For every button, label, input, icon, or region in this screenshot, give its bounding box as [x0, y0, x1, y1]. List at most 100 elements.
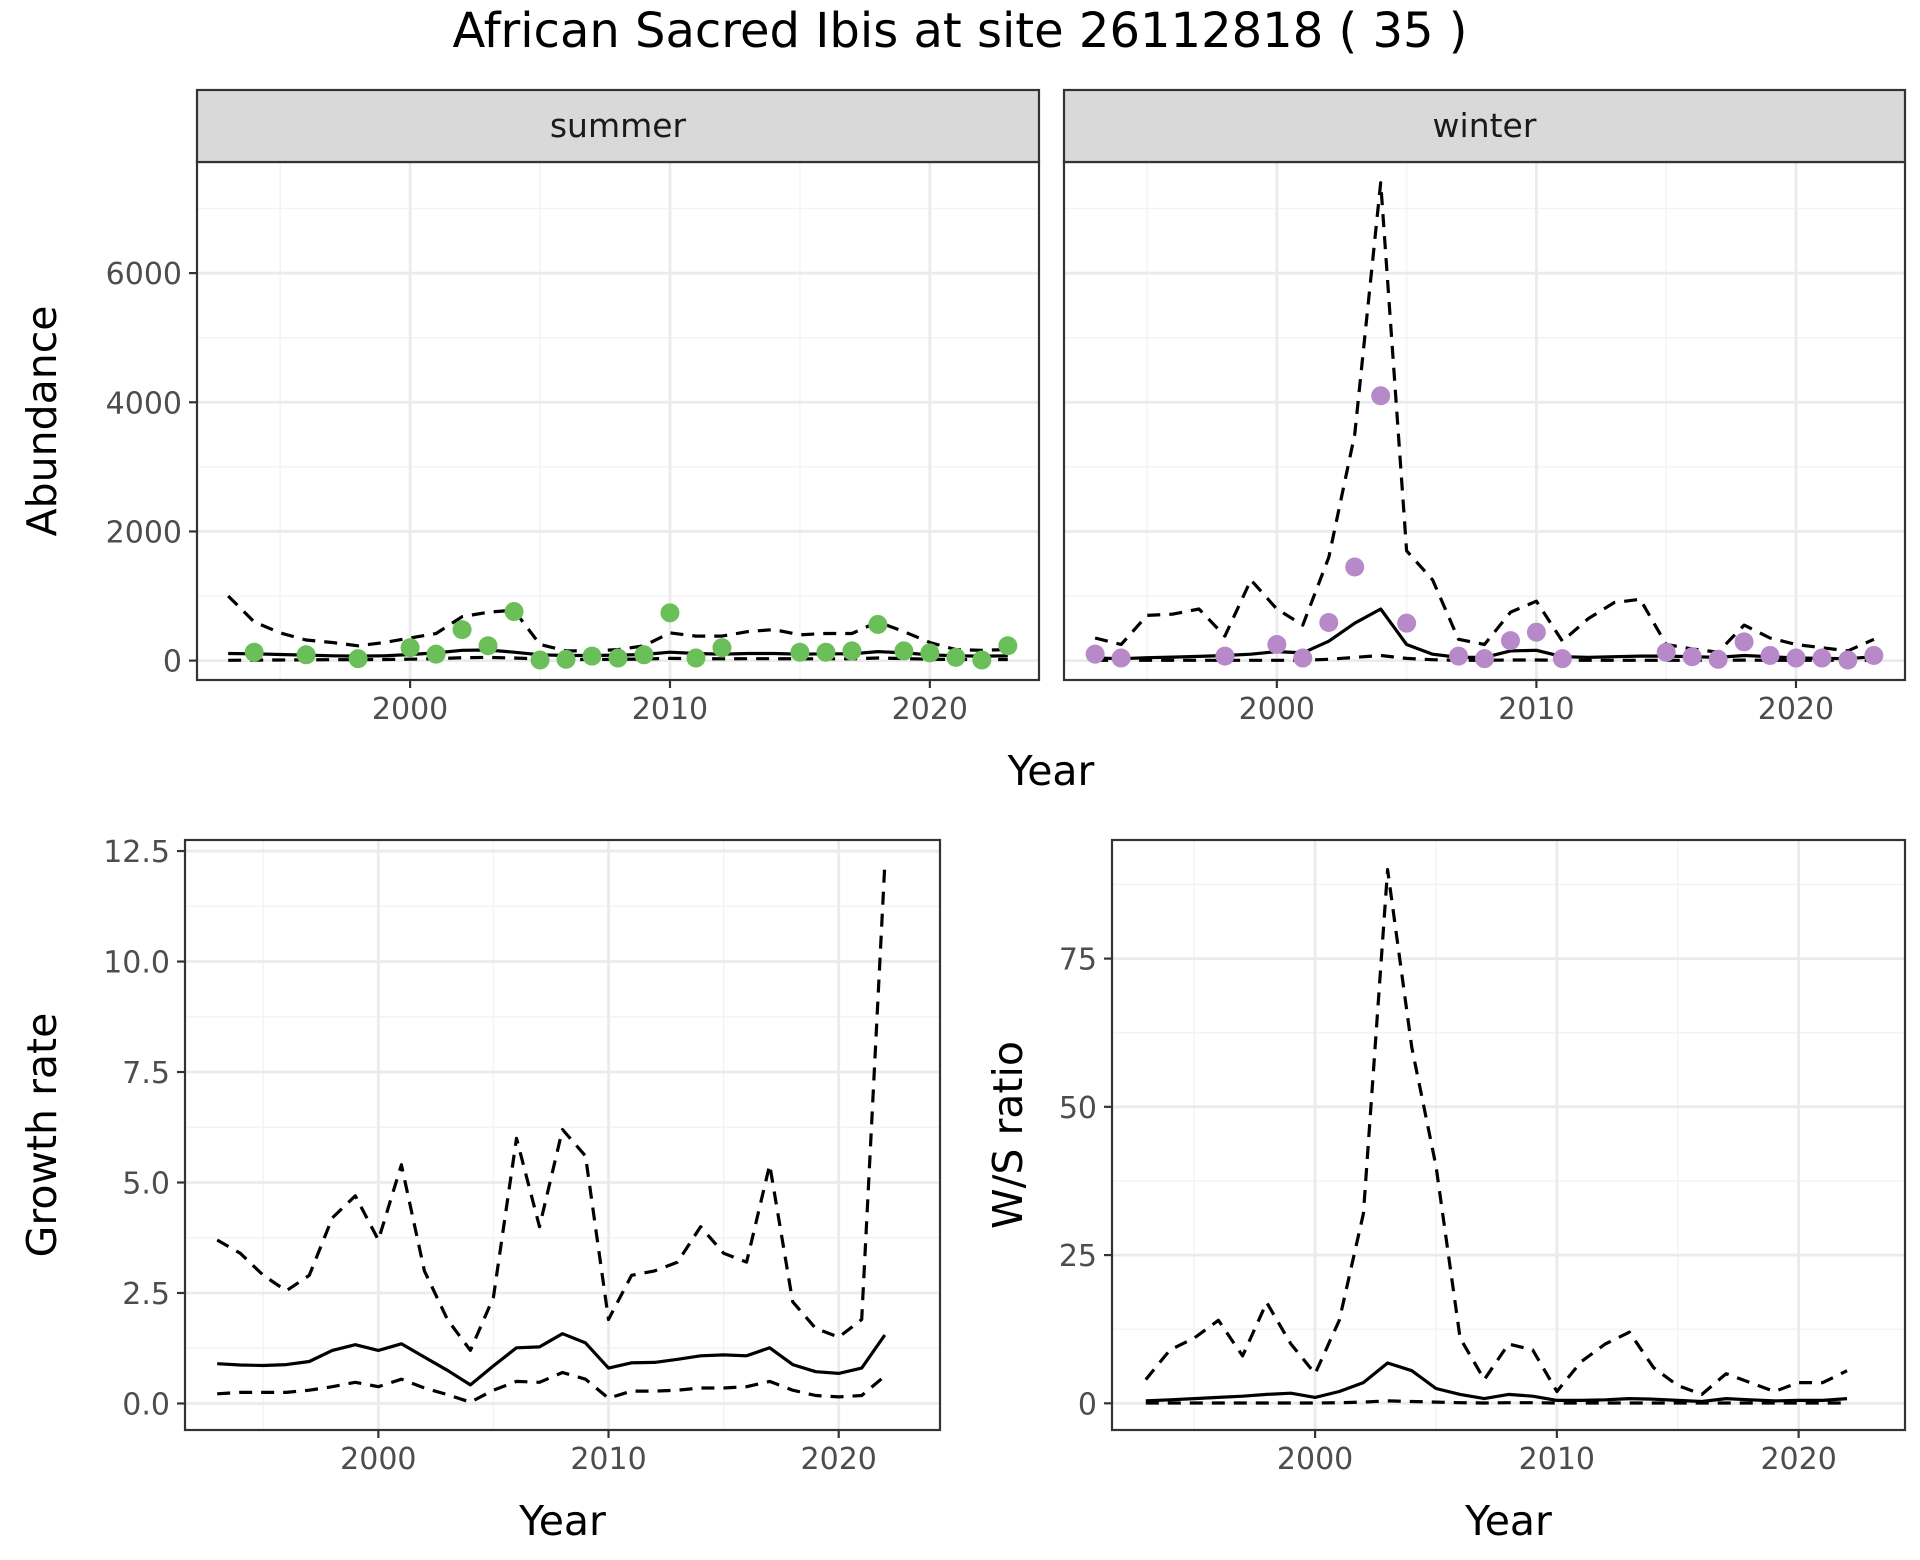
- data-point: [946, 647, 966, 667]
- data-point: [894, 641, 914, 661]
- y-tick-label: 0.0: [122, 1387, 170, 1422]
- data-point: [634, 645, 654, 665]
- x-tick-label: 2000: [372, 692, 448, 727]
- data-point: [296, 645, 316, 665]
- data-point: [1656, 642, 1676, 662]
- data-point: [1760, 645, 1780, 665]
- data-point: [504, 602, 524, 622]
- data-point: [348, 649, 368, 669]
- x-tick-label: 2010: [570, 1442, 646, 1477]
- data-point: [660, 603, 680, 623]
- data-point: [842, 641, 862, 661]
- chart-title: African Sacred Ibis at site 26112818 ( 3…: [452, 3, 1467, 59]
- data-point: [400, 638, 420, 658]
- data-point: [1734, 632, 1754, 652]
- x-axis-title: Year: [1007, 747, 1095, 795]
- x-tick-label: 2000: [1277, 1442, 1353, 1477]
- y-tick-label: 0: [163, 645, 182, 680]
- facet-label: summer: [550, 106, 687, 145]
- data-point: [608, 648, 628, 668]
- panel-border: [1110, 838, 1907, 1432]
- data-point: [452, 620, 472, 640]
- data-point: [478, 636, 498, 656]
- estimate-line: [217, 1332, 887, 1387]
- x-axis-title: Year: [518, 1497, 606, 1545]
- x-tick-label: 2020: [892, 692, 968, 727]
- x-tick-label: 2010: [632, 692, 708, 727]
- data-point: [1812, 648, 1832, 668]
- data-point: [556, 649, 576, 669]
- data-point: [998, 636, 1018, 656]
- data-point: [1319, 613, 1339, 633]
- y-tick-label: 50: [1059, 1091, 1097, 1126]
- data-point: [868, 614, 888, 634]
- chart-panel-panel-3: 2000 2010 2020 0.0 2.5 5.0 7.5 10.0 12.5: [103, 835, 942, 1477]
- data-point: [1786, 648, 1806, 668]
- y-axis-title: Growth rate: [18, 1013, 66, 1258]
- data-point: [920, 643, 940, 663]
- y-tick-label: 2000: [106, 515, 182, 550]
- y-tick-label: 10.0: [103, 946, 170, 981]
- x-tick-label: 2010: [1498, 692, 1574, 727]
- panels: summer 2000 2010 2020 0 2000 4000 6000 winter 200…: [18, 88, 1907, 1545]
- data-point: [1500, 631, 1520, 651]
- chart-panel-summer: summer 2000 2010 2020 0 2000 4000 6000: [106, 88, 1041, 727]
- data-point: [1397, 613, 1417, 633]
- y-axis-title: W/S ratio: [984, 1041, 1032, 1229]
- data-point: [1449, 646, 1469, 666]
- x-tick-label: 2020: [1758, 692, 1834, 727]
- data-point: [1838, 650, 1858, 670]
- lower-bound-line: [1145, 1399, 1847, 1405]
- lower-bound-line: [1095, 653, 1874, 662]
- x-tick-label: 2000: [340, 1442, 416, 1477]
- y-tick-label: 25: [1059, 1239, 1097, 1274]
- data-point: [582, 646, 602, 666]
- y-tick-label: 6000: [106, 257, 182, 292]
- data-point: [426, 644, 446, 664]
- data-point: [1345, 557, 1365, 577]
- y-tick-label: 2.5: [122, 1277, 170, 1312]
- upper-bound-line: [216, 864, 887, 1353]
- x-tick-label: 2010: [1519, 1442, 1595, 1477]
- data-point: [1267, 634, 1287, 654]
- facet-strip: [1062, 88, 1907, 164]
- plot-background: [197, 162, 1039, 680]
- facet-label: winter: [1433, 106, 1537, 145]
- x-tick-label: 2020: [801, 1442, 877, 1477]
- data-point: [1085, 644, 1105, 664]
- plot-background: [1064, 162, 1905, 680]
- data-point: [712, 638, 732, 658]
- y-tick-label: 4000: [106, 386, 182, 421]
- data-point: [530, 650, 550, 670]
- y-tick-label: 12.5: [103, 835, 170, 870]
- data-point: [1293, 648, 1313, 668]
- x-tick-label: 2000: [1239, 692, 1315, 727]
- y-tick-label: 5.0: [122, 1167, 170, 1202]
- upper-bound-line: [1144, 867, 1848, 1397]
- x-tick-label: 2020: [1760, 1442, 1836, 1477]
- estimate-line: [1145, 1361, 1848, 1404]
- plot-background: [1112, 840, 1905, 1430]
- lower-bound-line: [217, 1370, 886, 1404]
- chart-panel-panel-4: 2000 2010 2020 0 25 50 75: [1059, 838, 1907, 1477]
- plot-background: [185, 840, 940, 1430]
- data-point: [972, 650, 992, 670]
- y-tick-label: 75: [1059, 943, 1097, 978]
- facet-strip: [195, 88, 1041, 164]
- data-point: [1682, 647, 1702, 667]
- y-tick-label: 7.5: [122, 1056, 170, 1091]
- data-point: [790, 642, 810, 662]
- data-point: [1708, 649, 1728, 669]
- data-point: [1371, 386, 1391, 406]
- lower-bound-line: [228, 655, 1008, 662]
- y-axis-title: Abundance: [18, 306, 66, 537]
- y-tick-label: 0: [1078, 1387, 1097, 1422]
- data-point: [686, 648, 706, 668]
- data-point: [1215, 646, 1235, 666]
- data-point: [1552, 649, 1572, 669]
- data-point: [1111, 648, 1131, 668]
- data-point: [244, 642, 264, 662]
- data-point: [816, 642, 836, 662]
- upper-bound-line: [1094, 181, 1875, 654]
